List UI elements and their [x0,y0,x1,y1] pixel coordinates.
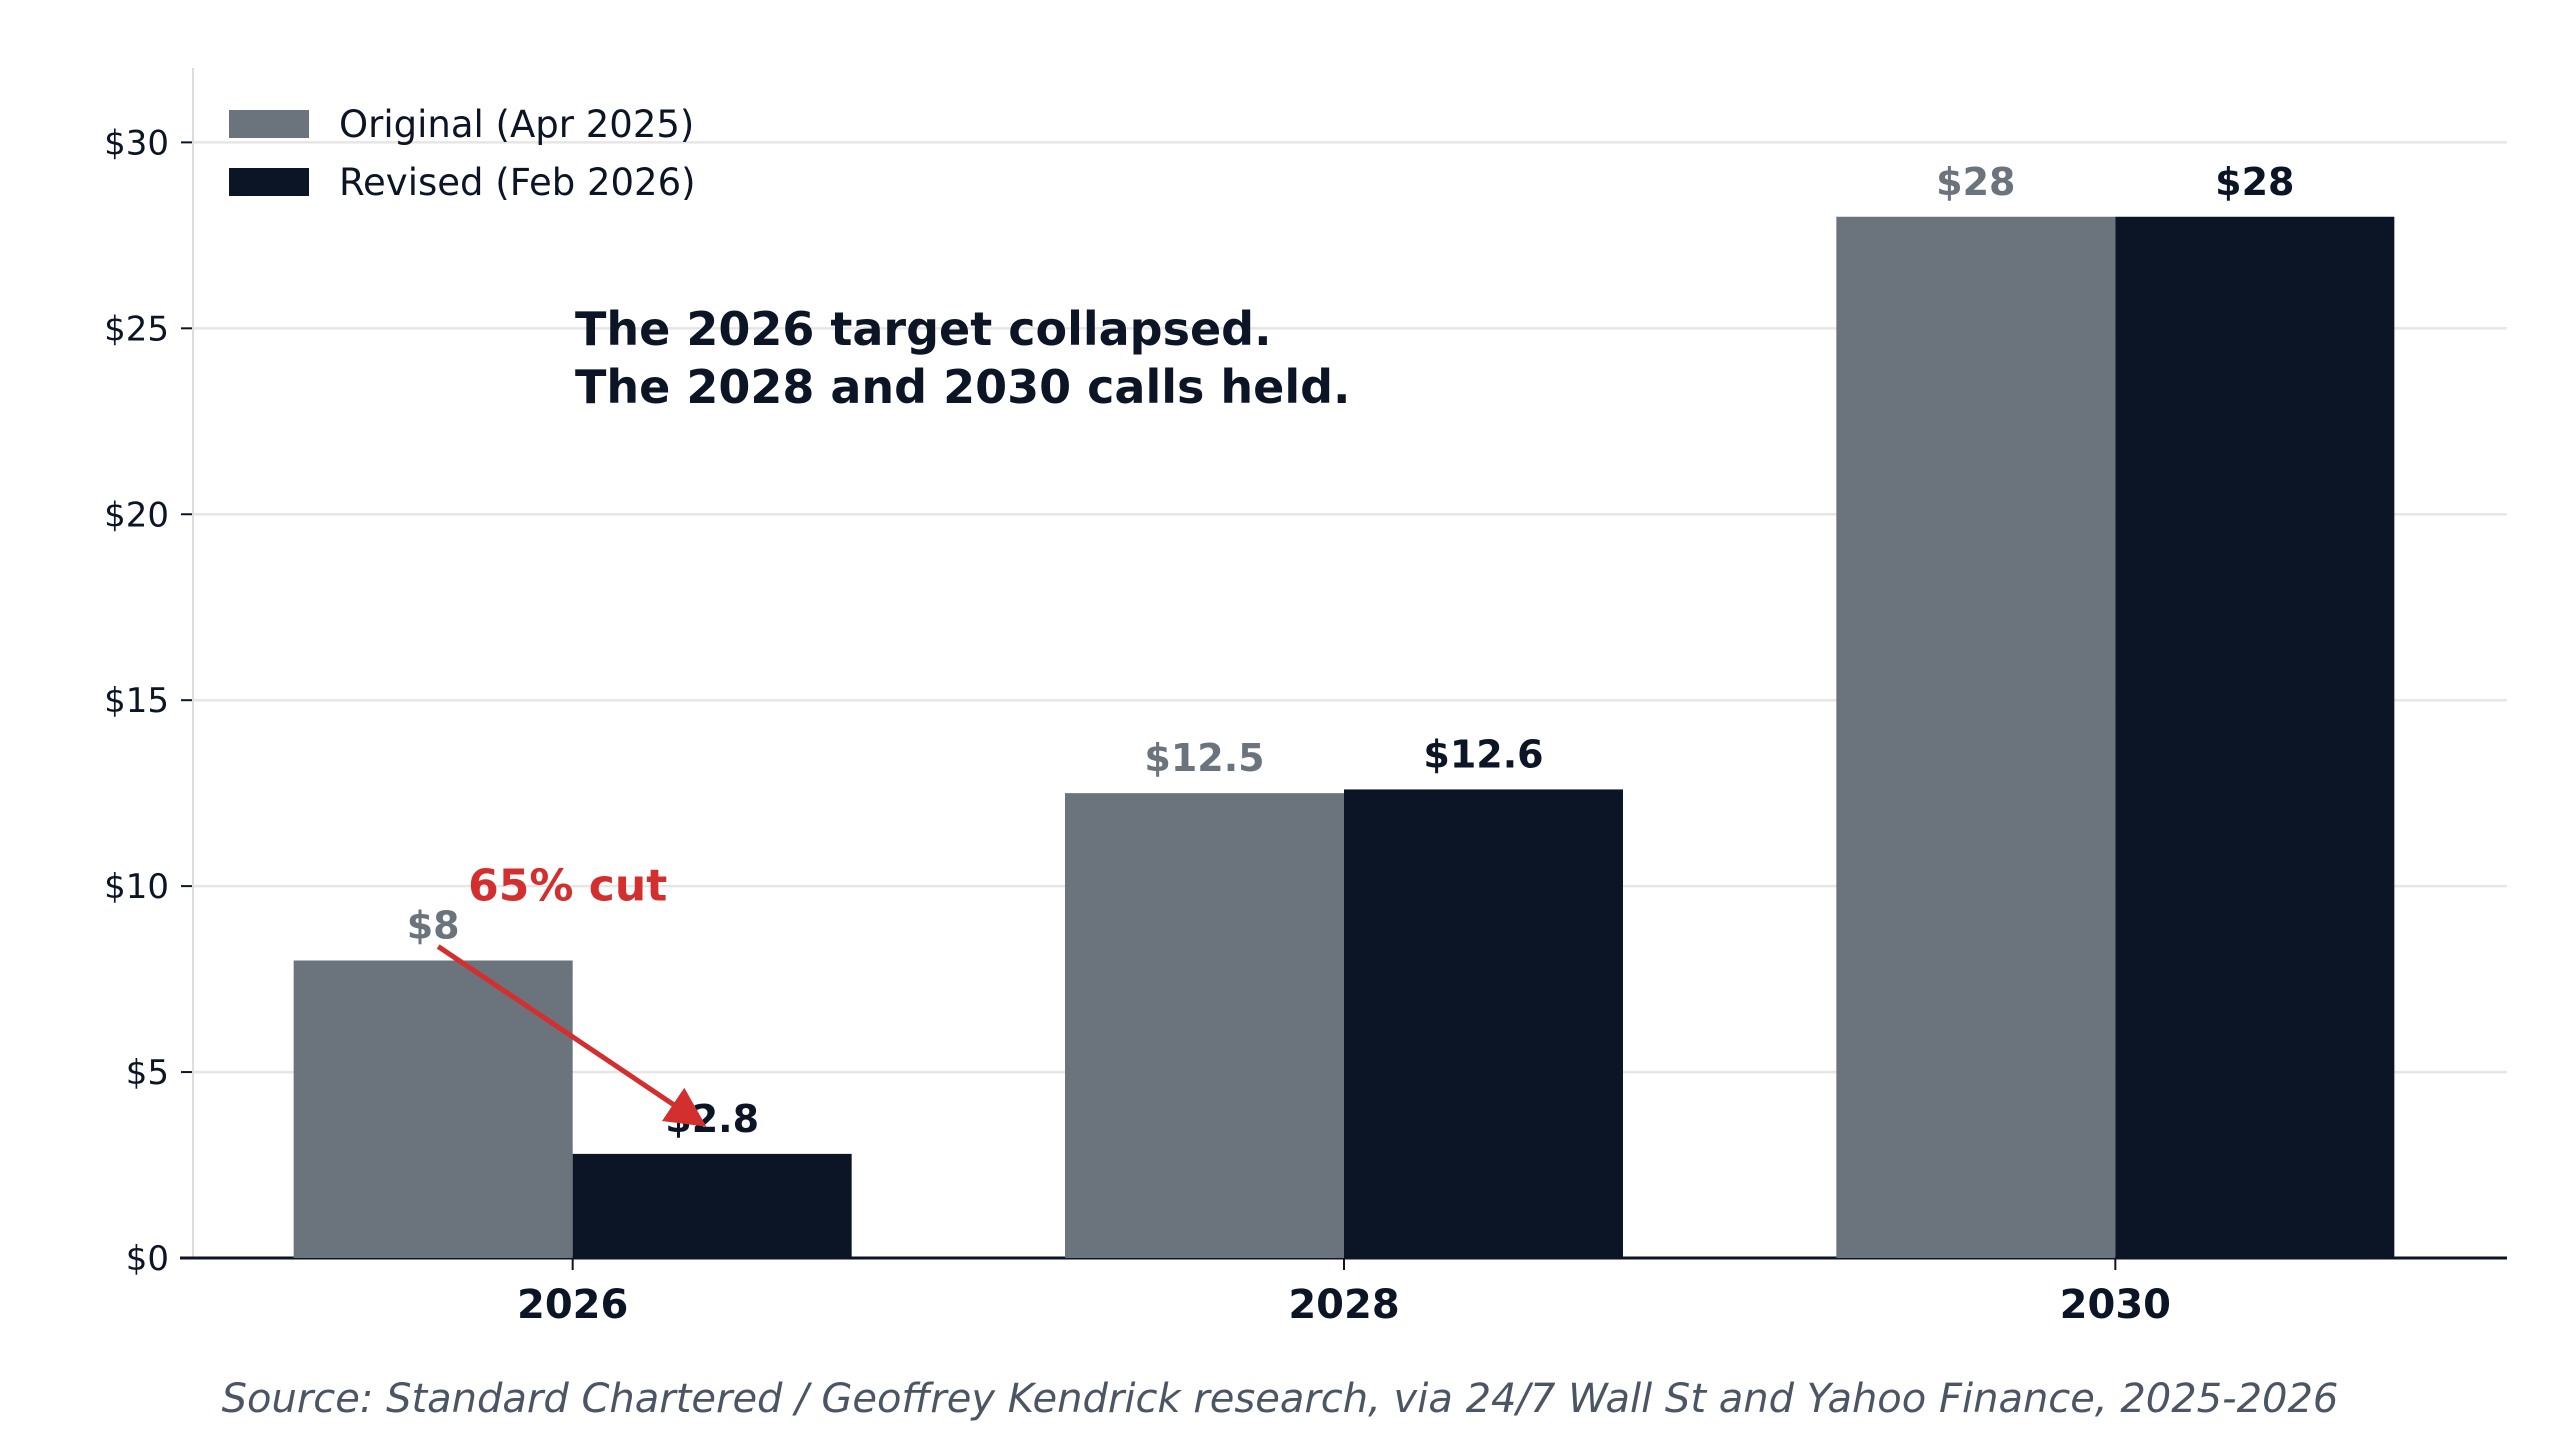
legend-swatch [229,110,309,138]
y-tick-label: $30 [104,123,169,163]
headline-annotation: The 2028 and 2030 calls held. [575,360,1351,414]
bar [2115,216,2395,1258]
y-tick-label: $5 [126,1053,169,1093]
y-tick-label: $0 [126,1239,169,1279]
y-tick-label: $15 [104,681,169,721]
bar [1344,789,1623,1258]
data-label: $8 [407,904,460,948]
bars [293,216,2395,1258]
data-label: $28 [1936,160,2015,204]
y-tick-label: $20 [104,495,169,535]
axes: $0 $5 $10 $15 $20 $25 $30 2026 2028 2030 [104,68,2507,1328]
bar [293,960,573,1258]
value-labels: $8 $2.8 $12.5 $12.6 $28 $28 [407,160,2295,1141]
bar [572,1153,852,1258]
bar [1836,216,2116,1258]
bar [1065,793,1344,1258]
legend: Original (Apr 2025) Revised (Feb 2026) [229,103,696,204]
annotations: The 2026 target collapsed.The 2028 and 2… [436,302,1351,1127]
x-tick-label: 2030 [2060,1282,2171,1328]
data-label: $2.8 [665,1097,759,1141]
headline-annotation: The 2026 target collapsed. [575,302,1272,356]
cut-label: 65% cut [468,861,667,912]
x-tick-label: 2026 [517,1282,628,1328]
legend-swatch [229,168,309,196]
legend-label: Original (Apr 2025) [339,103,694,146]
data-label: $28 [2215,160,2294,204]
y-tick-label: $25 [104,309,169,349]
y-tick-label: $10 [104,867,169,907]
legend-label: Revised (Feb 2026) [339,161,696,204]
source-note: Source: Standard Chartered / Geoffrey Ke… [222,1376,2339,1422]
cut-arrow [436,944,707,1127]
data-label: $12.5 [1144,736,1264,780]
x-tick-label: 2028 [1288,1282,1399,1328]
data-label: $12.6 [1423,732,1543,776]
